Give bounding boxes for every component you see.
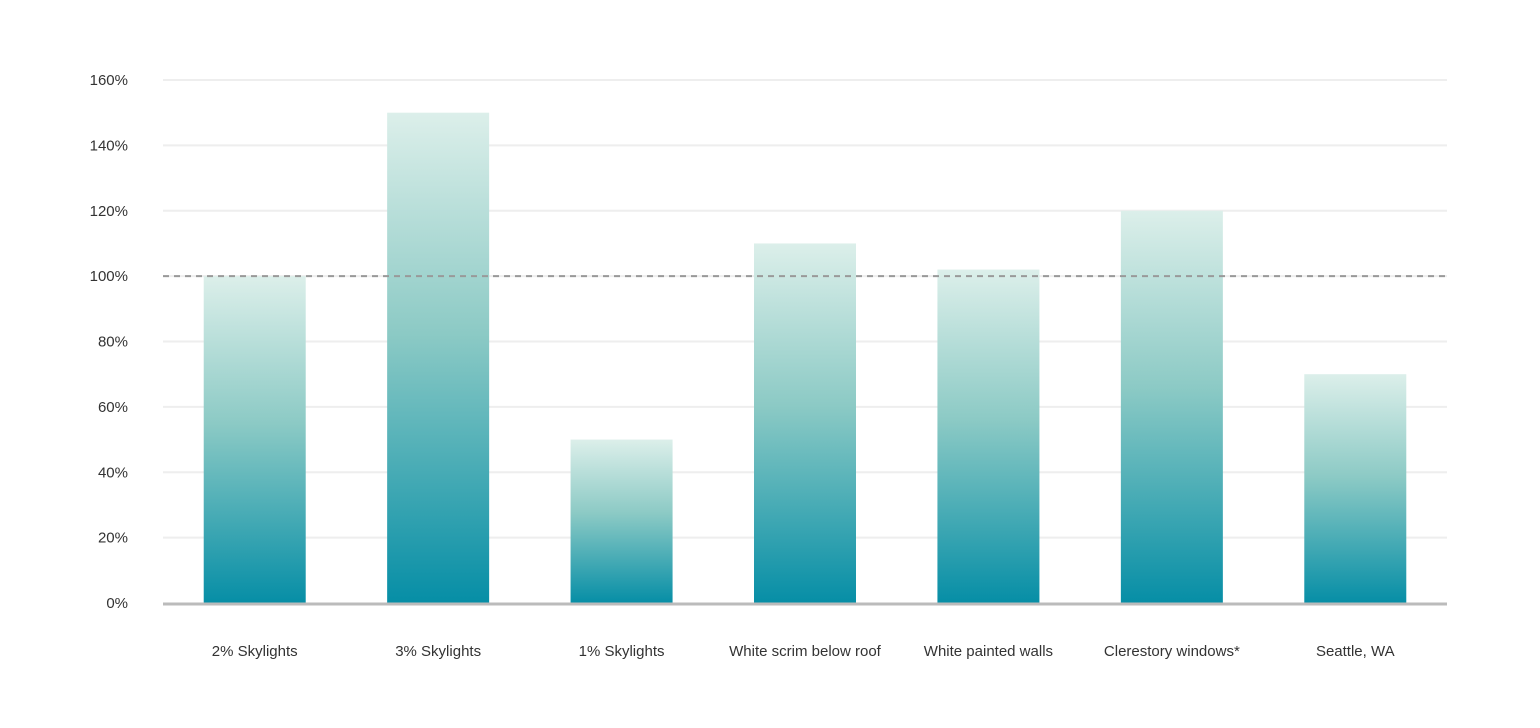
- bar: [1304, 374, 1407, 603]
- y-tick-label: 160%: [90, 72, 128, 89]
- y-tick-label: 40%: [98, 464, 128, 481]
- bar: [570, 439, 673, 603]
- y-tick-label: 20%: [98, 530, 128, 547]
- y-tick-label: 60%: [98, 399, 128, 416]
- y-axis-ticks: 0% 20% 40% 60% 80% 100% 120% 140% 160%: [90, 72, 128, 612]
- x-tick-label: White scrim below roof: [729, 643, 882, 660]
- y-tick-label: 80%: [98, 334, 128, 351]
- x-tick-label: 3% Skylights: [395, 643, 481, 660]
- y-tick-label: 0%: [106, 595, 128, 612]
- bar: [937, 269, 1040, 603]
- x-tick-label: 1% Skylights: [579, 643, 665, 660]
- x-tick-label: Seattle, WA: [1316, 643, 1395, 660]
- y-tick-label: 100%: [90, 268, 128, 285]
- bar: [1120, 210, 1223, 603]
- x-tick-label: 2% Skylights: [212, 643, 298, 660]
- bar: [754, 243, 856, 603]
- y-tick-label: 120%: [90, 203, 128, 220]
- x-axis-labels: 2% Skylights 3% Skylights 1% Skylights Whit…: [212, 643, 1395, 660]
- y-tick-label: 140%: [90, 137, 128, 154]
- x-tick-label: Clerestory windows*: [1104, 643, 1240, 660]
- bar: [387, 112, 490, 603]
- bar: [203, 276, 306, 603]
- x-tick-label: White painted walls: [924, 643, 1053, 660]
- bars: [163, 112, 1447, 606]
